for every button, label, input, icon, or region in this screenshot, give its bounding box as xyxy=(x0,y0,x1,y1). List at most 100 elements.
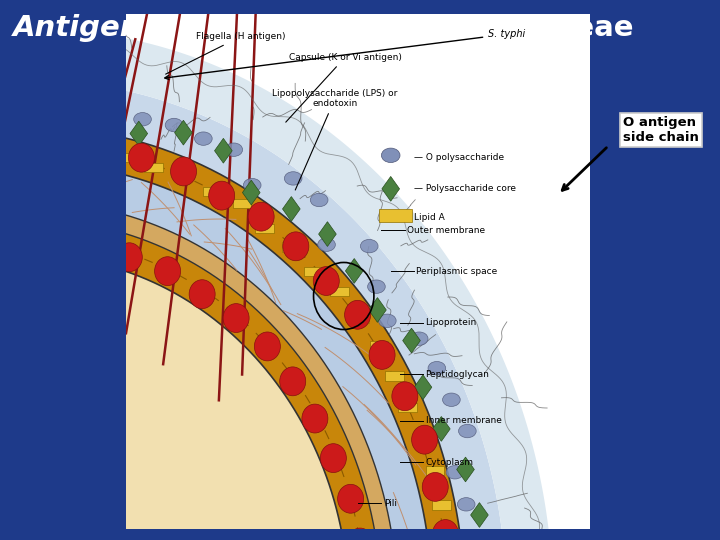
Ellipse shape xyxy=(225,143,243,157)
Ellipse shape xyxy=(40,95,58,109)
Text: O antigen
side chain: O antigen side chain xyxy=(623,116,698,144)
Polygon shape xyxy=(15,29,553,540)
Polygon shape xyxy=(53,143,71,152)
Polygon shape xyxy=(398,403,417,412)
Circle shape xyxy=(86,131,112,160)
Text: — O polysaccharide: — O polysaccharide xyxy=(414,153,504,163)
Text: Pili: Pili xyxy=(384,499,397,508)
Polygon shape xyxy=(304,267,322,276)
Polygon shape xyxy=(175,170,194,179)
Polygon shape xyxy=(282,197,300,221)
Ellipse shape xyxy=(284,172,302,185)
Circle shape xyxy=(171,157,197,186)
Text: Flagella (H antigen): Flagella (H antigen) xyxy=(166,32,285,74)
Polygon shape xyxy=(402,328,420,353)
Polygon shape xyxy=(379,210,412,222)
Polygon shape xyxy=(471,503,488,528)
Ellipse shape xyxy=(102,112,120,126)
Polygon shape xyxy=(330,287,348,296)
Circle shape xyxy=(189,280,215,309)
Text: — Polysaccharide core: — Polysaccharide core xyxy=(414,184,516,193)
Ellipse shape xyxy=(382,148,400,163)
Circle shape xyxy=(248,202,274,231)
Polygon shape xyxy=(433,536,451,540)
Polygon shape xyxy=(144,163,163,172)
Polygon shape xyxy=(22,256,349,540)
Circle shape xyxy=(283,232,309,261)
Circle shape xyxy=(302,404,328,433)
Circle shape xyxy=(433,519,459,540)
Text: S. typhi: S. typhi xyxy=(165,29,526,79)
Polygon shape xyxy=(243,180,260,205)
Ellipse shape xyxy=(165,118,183,132)
Circle shape xyxy=(369,340,395,369)
Ellipse shape xyxy=(443,393,460,407)
Polygon shape xyxy=(255,224,274,233)
Polygon shape xyxy=(19,163,433,540)
Polygon shape xyxy=(415,433,434,442)
Polygon shape xyxy=(426,466,444,475)
Circle shape xyxy=(78,225,104,254)
Polygon shape xyxy=(456,457,474,482)
Circle shape xyxy=(37,219,64,248)
Circle shape xyxy=(422,472,449,501)
Circle shape xyxy=(117,243,143,272)
Polygon shape xyxy=(21,220,382,540)
Circle shape xyxy=(42,134,68,164)
Circle shape xyxy=(347,528,373,540)
Text: Capsule (K or Vi antigen): Capsule (K or Vi antigen) xyxy=(286,53,402,122)
Polygon shape xyxy=(350,314,369,323)
Text: Outer membrane: Outer membrane xyxy=(407,226,485,234)
Text: Lipopolysaccharide (LPS) or
endotoxin: Lipopolysaccharide (LPS) or endotoxin xyxy=(272,89,397,190)
Ellipse shape xyxy=(474,530,491,540)
Circle shape xyxy=(412,425,438,454)
Polygon shape xyxy=(432,500,451,510)
Circle shape xyxy=(392,382,418,411)
Polygon shape xyxy=(174,120,192,145)
Polygon shape xyxy=(17,80,507,540)
Circle shape xyxy=(320,444,346,472)
Polygon shape xyxy=(369,298,386,322)
Polygon shape xyxy=(203,187,221,196)
Ellipse shape xyxy=(410,332,428,346)
Text: Cytoplasm: Cytoplasm xyxy=(426,458,474,467)
Text: Inner membrane: Inner membrane xyxy=(426,416,501,426)
Polygon shape xyxy=(319,222,336,246)
Circle shape xyxy=(209,181,235,210)
Ellipse shape xyxy=(361,239,378,253)
Polygon shape xyxy=(18,127,465,540)
Ellipse shape xyxy=(318,238,336,252)
Polygon shape xyxy=(114,153,133,163)
Polygon shape xyxy=(385,372,404,381)
Polygon shape xyxy=(414,375,432,400)
Polygon shape xyxy=(346,259,363,284)
Circle shape xyxy=(345,300,371,329)
Circle shape xyxy=(313,267,339,295)
Polygon shape xyxy=(130,121,148,146)
Ellipse shape xyxy=(134,112,151,126)
Polygon shape xyxy=(20,202,397,540)
Ellipse shape xyxy=(194,132,212,145)
Circle shape xyxy=(279,367,306,396)
Polygon shape xyxy=(84,150,102,159)
Circle shape xyxy=(223,303,249,333)
Ellipse shape xyxy=(310,193,328,207)
Circle shape xyxy=(155,256,181,286)
Polygon shape xyxy=(382,177,400,201)
Circle shape xyxy=(254,332,280,361)
Ellipse shape xyxy=(459,424,476,438)
Polygon shape xyxy=(90,105,107,130)
Ellipse shape xyxy=(457,498,475,511)
Polygon shape xyxy=(48,90,66,115)
Text: Peptidoglycan: Peptidoglycan xyxy=(426,370,490,379)
Polygon shape xyxy=(282,242,300,252)
Polygon shape xyxy=(215,138,232,163)
Ellipse shape xyxy=(446,465,464,479)
Text: Enterobacteriaceae: Enterobacteriaceae xyxy=(313,14,634,42)
Text: Antigenic Structure of: Antigenic Structure of xyxy=(13,14,387,42)
Text: Lipoprotein: Lipoprotein xyxy=(426,319,477,327)
Polygon shape xyxy=(433,416,450,441)
Polygon shape xyxy=(233,199,251,208)
Ellipse shape xyxy=(71,107,89,120)
Ellipse shape xyxy=(368,280,385,293)
